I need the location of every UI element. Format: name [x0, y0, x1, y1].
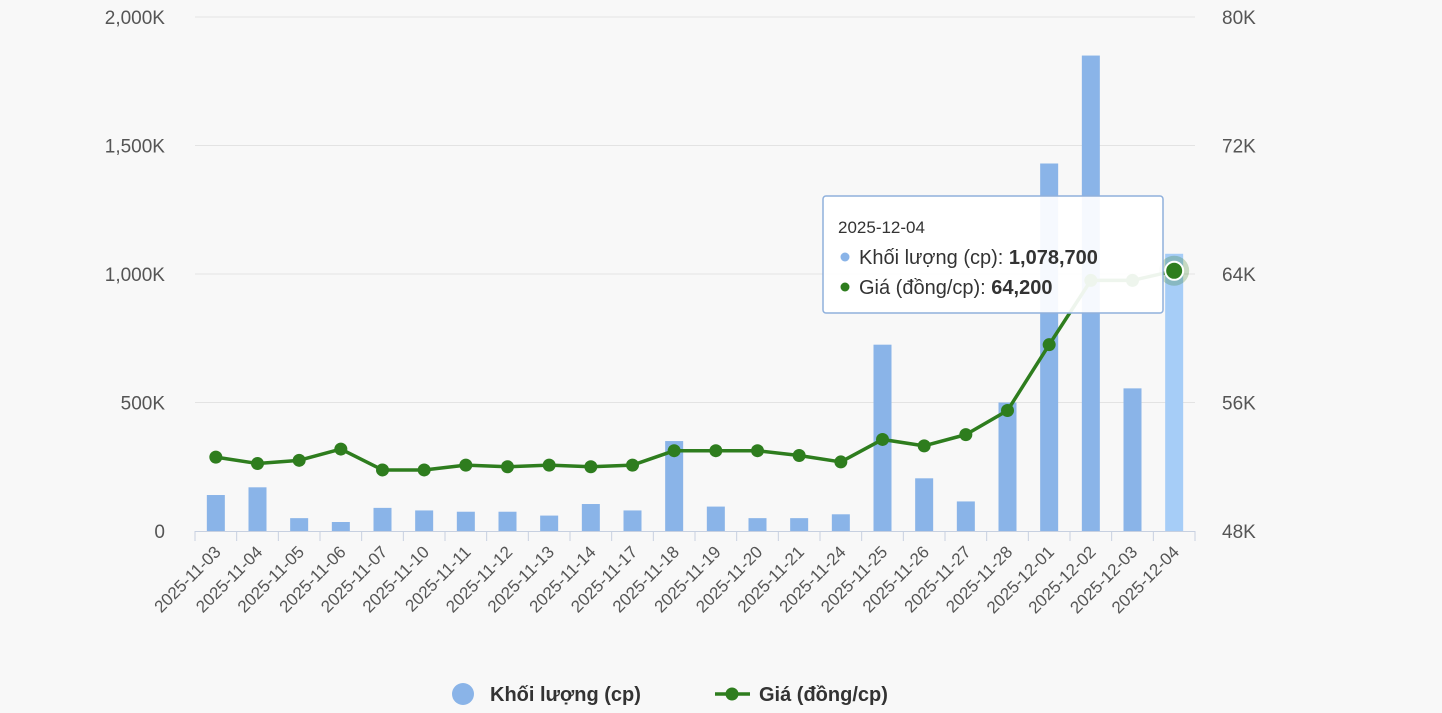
price-point[interactable]: [542, 458, 556, 472]
tooltip-volume-text: Khối lượng (cp): 1,078,700: [859, 247, 1098, 269]
price-point[interactable]: [709, 444, 723, 458]
price-point[interactable]: [834, 455, 848, 469]
price-point[interactable]: [209, 450, 223, 464]
tooltip-volume-label: Khối lượng (cp):: [859, 247, 1009, 269]
price-point[interactable]: [876, 432, 889, 446]
volume-bar[interactable]: [748, 518, 767, 531]
price-line-path: [215, 269, 1175, 472]
left-axis-tick-label: 0: [154, 522, 165, 543]
price-point[interactable]: [292, 453, 306, 467]
price-point[interactable]: [501, 460, 514, 474]
left-axis-tick-label: 1,500K: [105, 137, 166, 158]
price-point[interactable]: [959, 428, 973, 442]
price-point[interactable]: [667, 444, 681, 458]
volume-bar[interactable]: [665, 441, 684, 531]
price-point-highlighted[interactable]: [1164, 260, 1185, 281]
tooltip: 2025-12-04 Khối lượng (cp): 1,078,700 Giá …: [822, 195, 1164, 314]
price-point[interactable]: [1042, 338, 1056, 352]
volume-bar[interactable]: [248, 487, 267, 531]
volume-bar[interactable]: [623, 510, 642, 531]
volume-bar[interactable]: [831, 514, 850, 531]
legend-price-label[interactable]: Giá (đồng/cp): [759, 684, 888, 706]
price-point[interactable]: [1001, 404, 1014, 418]
tooltip-price-marker: [840, 282, 850, 292]
volume-bar[interactable]: [415, 510, 434, 531]
volume-bar[interactable]: [456, 511, 475, 531]
price-point[interactable]: [251, 457, 264, 471]
right-axis-tick-label: 80K: [1222, 8, 1256, 29]
price-point[interactable]: [584, 460, 598, 474]
tooltip-volume-marker: [840, 252, 850, 262]
volume-bar[interactable]: [706, 506, 725, 531]
left-axis-tick-label: 500K: [121, 394, 166, 415]
volume-bar[interactable]: [540, 515, 559, 531]
volume-bar[interactable]: [956, 501, 975, 531]
price-line: [209, 255, 1190, 477]
volume-bar[interactable]: [498, 511, 517, 531]
tooltip-price-text: Giá (đồng/cp): 64,200: [859, 277, 1052, 299]
price-point[interactable]: [626, 458, 639, 472]
price-point[interactable]: [334, 442, 348, 456]
price-point[interactable]: [459, 458, 473, 472]
volume-bar[interactable]: [290, 518, 309, 531]
volume-bar[interactable]: [1123, 388, 1142, 531]
tooltip-price-value: 64,200: [991, 277, 1052, 299]
volume-bar[interactable]: [998, 402, 1017, 532]
right-axis-tick-label: 64K: [1222, 265, 1256, 286]
price-point[interactable]: [792, 449, 806, 463]
price-point[interactable]: [751, 444, 764, 458]
legend: Khối lượng (cp) Giá (đồng/cp): [452, 683, 888, 706]
volume-bar[interactable]: [331, 522, 350, 531]
tooltip-volume-value: 1,078,700: [1009, 247, 1098, 269]
volume-bar[interactable]: [581, 504, 600, 531]
volume-bar[interactable]: [915, 478, 934, 531]
tooltip-price-label: Giá (đồng/cp):: [859, 277, 991, 299]
volume-bar[interactable]: [373, 507, 392, 531]
price-point[interactable]: [376, 463, 389, 477]
tooltip-box: [822, 195, 1164, 314]
volume-bar[interactable]: [206, 495, 225, 531]
tooltip-date: 2025-12-04: [838, 218, 925, 237]
left-axis-tick-label: 2,000K: [105, 8, 166, 29]
left-axis-tick-label: 1,000K: [105, 265, 166, 286]
legend-volume-label[interactable]: Khối lượng (cp): [490, 684, 641, 706]
legend-volume-marker: [452, 683, 474, 705]
right-axis-tick-label: 56K: [1222, 394, 1256, 415]
price-point[interactable]: [417, 463, 431, 477]
right-axis-tick-label: 72K: [1222, 137, 1256, 158]
price-point[interactable]: [917, 439, 931, 453]
right-axis-tick-label: 48K: [1222, 522, 1256, 543]
legend-price-marker: [725, 687, 739, 701]
volume-bar[interactable]: [790, 518, 809, 531]
volume-bar[interactable]: [1165, 253, 1184, 531]
